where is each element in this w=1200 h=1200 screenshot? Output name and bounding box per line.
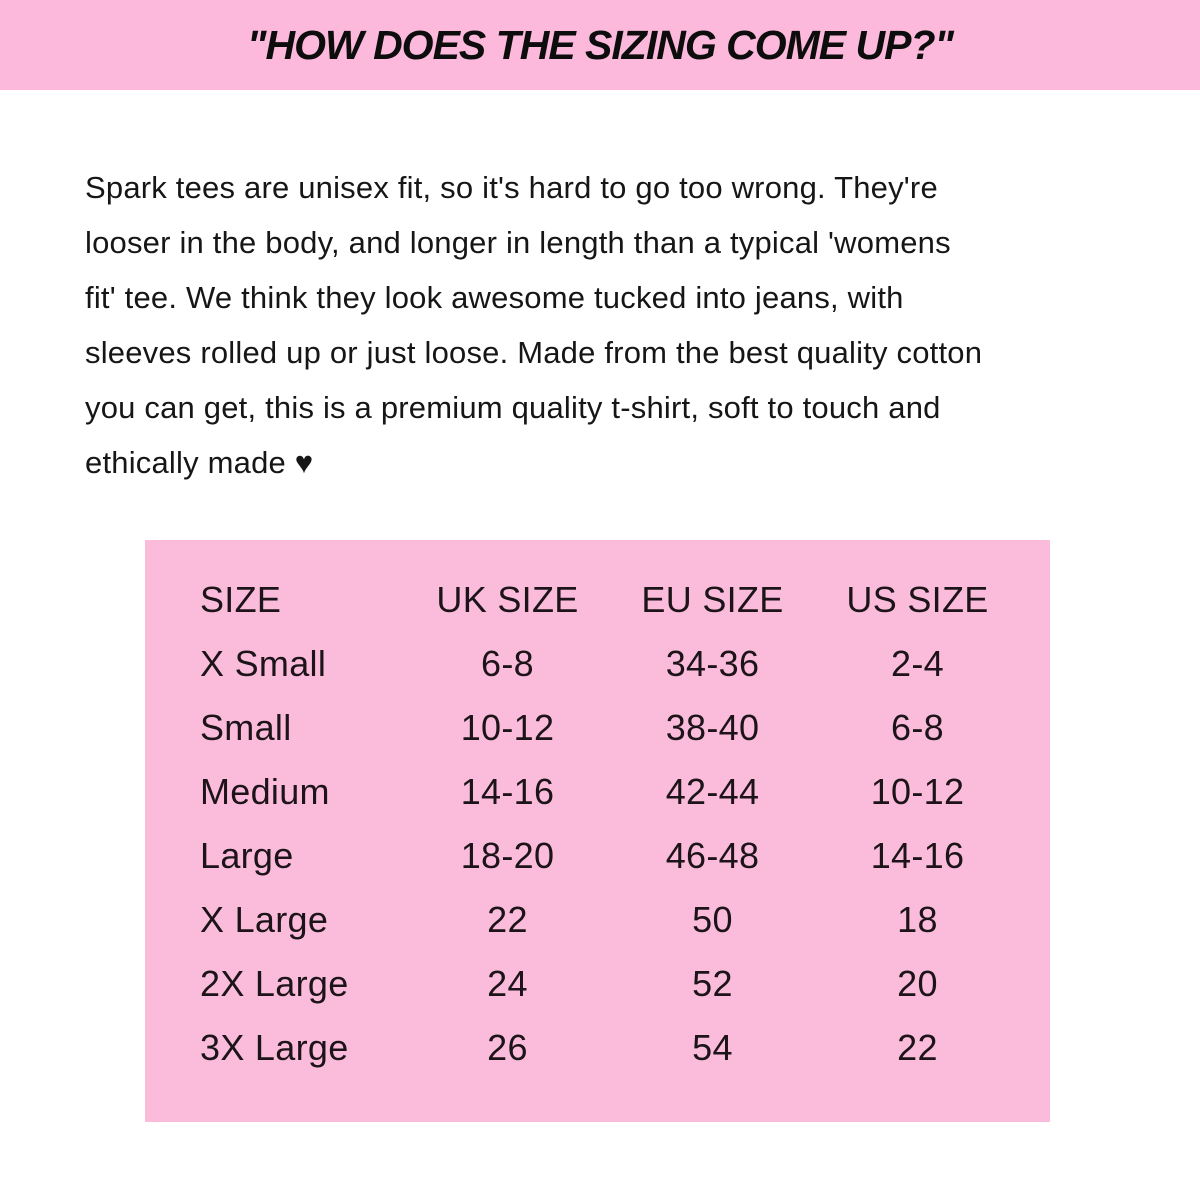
size-value-cell: 14-16 — [460, 771, 555, 812]
table-row: X Small 6-8 34-36 2-4 — [200, 632, 1020, 696]
size-value-cell: 18-20 — [460, 835, 555, 876]
description-line: ethically made ♥ — [85, 445, 314, 480]
size-value-cell: 18 — [897, 899, 938, 940]
table-row: X Large 22 50 18 — [200, 888, 1020, 952]
size-value-cell: 10-12 — [460, 707, 555, 748]
size-chart-table: SIZE UK SIZE EU SIZE US SIZE X Small 6-8 34-36… — [145, 540, 1050, 1122]
size-value-cell: 52 — [692, 963, 733, 1004]
size-value-cell: 34-36 — [665, 643, 760, 684]
size-value-cell: 6-8 — [891, 707, 944, 748]
table-header-cell: SIZE — [200, 579, 282, 620]
size-value-cell: 24 — [487, 963, 528, 1004]
table-header-cell: US SIZE — [846, 579, 989, 620]
table-row: Large 18-20 46-48 14-16 — [200, 824, 1020, 888]
size-value-cell: 38-40 — [665, 707, 760, 748]
size-value-cell: 42-44 — [665, 771, 760, 812]
size-value-cell: 10-12 — [870, 771, 965, 812]
table-header-row: SIZE UK SIZE EU SIZE US SIZE — [200, 568, 1020, 632]
size-value-cell: 14-16 — [870, 835, 965, 876]
size-value-cell: 50 — [692, 899, 733, 940]
size-label-cell: X Large — [200, 899, 329, 940]
size-value-cell: 54 — [692, 1027, 733, 1068]
size-label-cell: X Small — [200, 643, 327, 684]
description-line: fit' tee. We think they look awesome tuc… — [85, 280, 904, 315]
size-value-cell: 2-4 — [891, 643, 944, 684]
size-label-cell: 2X Large — [200, 963, 349, 1004]
description-line: looser in the body, and longer in length… — [85, 225, 951, 260]
table-row: Medium 14-16 42-44 10-12 — [200, 760, 1020, 824]
description-line: you can get, this is a premium quality t… — [85, 390, 941, 425]
size-label-cell: 3X Large — [200, 1027, 349, 1068]
page-title: "HOW DOES THE SIZING COME UP?" — [247, 21, 954, 68]
size-label-cell: Small — [200, 707, 292, 748]
size-label-cell: Medium — [200, 771, 330, 812]
header-banner: "HOW DOES THE SIZING COME UP?" — [0, 0, 1200, 90]
table-header-cell: UK SIZE — [436, 579, 579, 620]
table-row: Small 10-12 38-40 6-8 — [200, 696, 1020, 760]
table-row: 2X Large 24 52 20 — [200, 952, 1020, 1016]
description-line: Spark tees are unisex fit, so it's hard … — [85, 170, 938, 205]
size-value-cell: 22 — [897, 1027, 938, 1068]
description-paragraph: Spark tees are unisex fit, so it's hard … — [85, 160, 1135, 490]
table-row: 3X Large 26 54 22 — [200, 1016, 1020, 1080]
size-value-cell: 46-48 — [665, 835, 760, 876]
table-header-cell: EU SIZE — [641, 579, 784, 620]
size-value-cell: 20 — [897, 963, 938, 1004]
size-value-cell: 26 — [487, 1027, 528, 1068]
size-value-cell: 6-8 — [481, 643, 534, 684]
size-label-cell: Large — [200, 835, 294, 876]
description-line: sleeves rolled up or just loose. Made fr… — [85, 335, 983, 370]
size-value-cell: 22 — [487, 899, 528, 940]
